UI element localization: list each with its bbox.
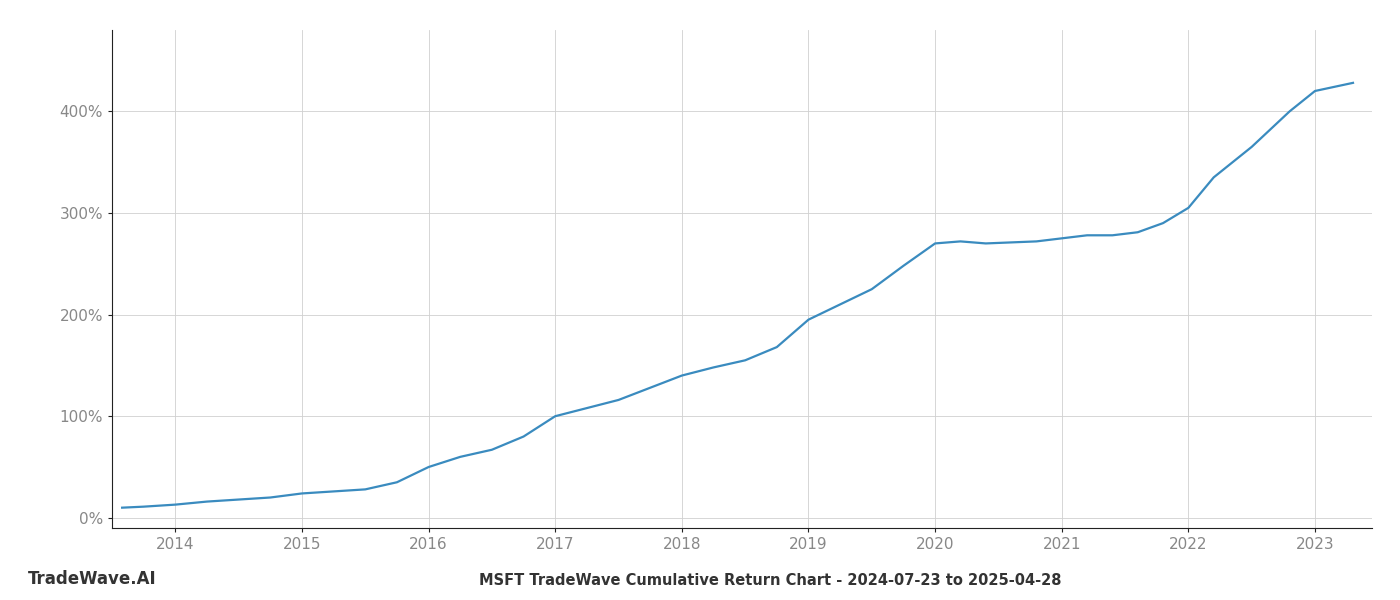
Text: MSFT TradeWave Cumulative Return Chart - 2024-07-23 to 2025-04-28: MSFT TradeWave Cumulative Return Chart -… — [479, 573, 1061, 588]
Text: TradeWave.AI: TradeWave.AI — [28, 570, 157, 588]
